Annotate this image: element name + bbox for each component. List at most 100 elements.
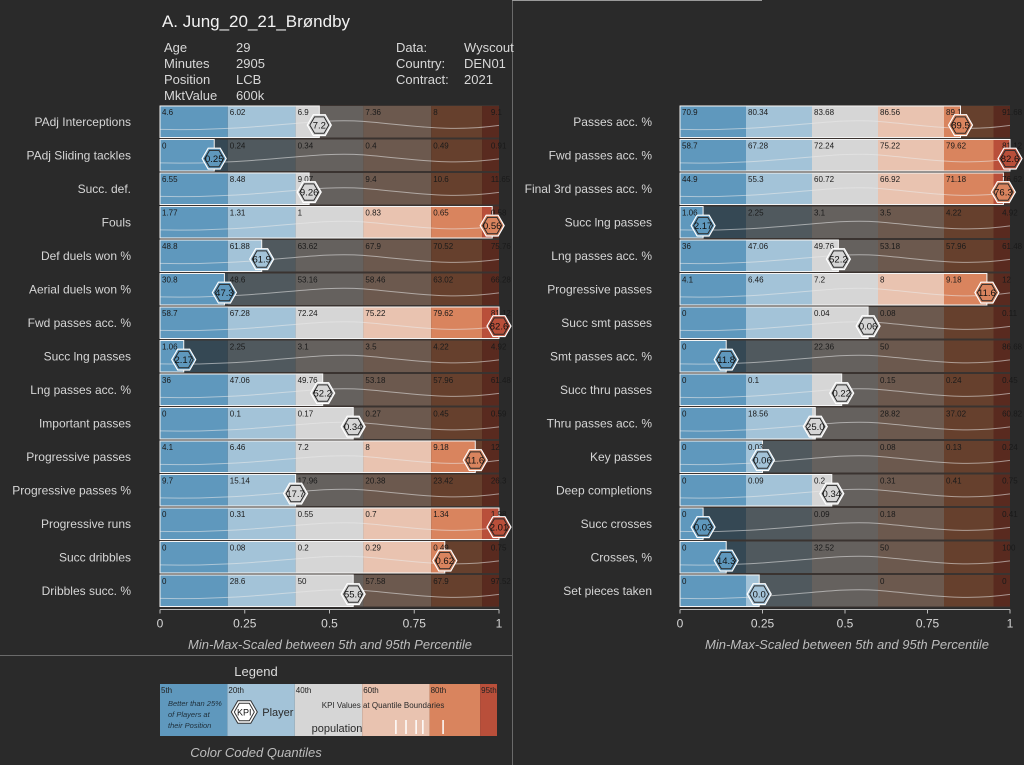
kpi-label: Lng passes acc. %	[551, 249, 652, 263]
population-curve	[159, 220, 500, 231]
legend-quantile-swatch	[160, 684, 228, 736]
player-value-label: 89.5	[951, 121, 970, 132]
quantile-segment	[944, 173, 994, 205]
population-curve	[159, 254, 500, 265]
boundary-label: 2.25	[230, 343, 246, 352]
boundary-label: 63.02	[433, 276, 454, 285]
boundary-label: 0	[682, 577, 687, 586]
player-value-label: 0.25	[205, 154, 224, 165]
boundary-label: 0	[682, 376, 687, 385]
x-tick-label: 0.5	[321, 617, 338, 631]
quantile-segment	[160, 541, 228, 573]
kpi-row: 0 0 0 0.0	[679, 574, 1011, 607]
kpi-label: Succ crosses	[581, 517, 652, 531]
boundary-label: 1.34	[433, 510, 449, 519]
boundary-label: 70.9	[682, 108, 698, 117]
quantile-segment	[680, 273, 746, 305]
quantile-segment	[680, 240, 746, 272]
player-value-label: 2.17	[694, 221, 713, 232]
boundary-label: 0.27	[365, 410, 381, 419]
boundary-label: 57.96	[946, 242, 967, 251]
boundary-label: 0.09	[814, 510, 830, 519]
boundary-label: 1.98	[491, 510, 507, 519]
boundary-label: 9.4	[365, 175, 377, 184]
player-info-left: Age 29 Minutes 2905 Position LCB MktValue 60…	[164, 40, 265, 104]
boundary-label: 7.2	[814, 276, 826, 285]
boundary-label: 0	[162, 142, 167, 151]
boundary-label: 0.41	[946, 477, 962, 486]
legend-percentile-label: 5th	[161, 686, 172, 695]
player-value-hexagon-inner	[749, 585, 770, 603]
quantile-segment	[680, 106, 746, 138]
kpi-label: Def duels won %	[41, 249, 131, 263]
boundary-label: 97.52	[491, 577, 512, 586]
player-value-label: 17.7	[286, 489, 305, 500]
info-row-contract: Contract: 2021	[396, 72, 493, 87]
boundary-label: 57.96	[433, 376, 454, 385]
kpi-label: Fwd passes acc. %	[28, 316, 132, 330]
kpi-row: 6.55 8.48 9.07 9.4 10.6 11.65 9.26	[159, 172, 511, 205]
quantile-segment	[363, 508, 432, 540]
boundary-label: 67.28	[748, 142, 769, 151]
boundary-label: 9.7	[162, 477, 174, 486]
player-value-label: 55.6	[344, 590, 363, 601]
player-value-hexagon-inner	[488, 518, 510, 536]
player-value-label: 76.3	[994, 188, 1013, 199]
quantile-segment	[680, 374, 746, 406]
beyond-player-shade	[183, 340, 500, 372]
boundary-label: 6.55	[162, 175, 178, 184]
kpi-row: 0 0.08 0.2 0.29 0.49 0.75 0.62	[159, 541, 507, 574]
population-curve	[159, 354, 500, 365]
quantile-segment	[944, 139, 994, 171]
boundary-label: 0.91	[491, 142, 507, 151]
boundary-label: 1.31	[230, 209, 246, 218]
x-tick-label: 0	[157, 617, 164, 631]
kpi-row: 0 0.09 0.18 0.41 0.03	[679, 507, 1018, 540]
boundary-label: 6.46	[230, 443, 246, 452]
boundary-label: 75.76	[491, 242, 512, 251]
boundary-label: 32.52	[814, 544, 835, 553]
kpi-label: Succ lng passes	[44, 349, 131, 363]
boundary-label: 50	[880, 544, 889, 553]
boundary-label: 8	[433, 108, 438, 117]
boundary-label: 3.5	[365, 343, 377, 352]
beyond-player-shade	[841, 374, 1010, 406]
boundary-label: 67.28	[230, 309, 251, 318]
population-curve	[679, 388, 1011, 399]
quantile-segment	[878, 106, 944, 138]
legend-color-scale: 5th 20th 40th 60th 80th 95th Better than 25% of…	[160, 684, 497, 736]
boundary-label: 49.76	[298, 376, 319, 385]
quantile-segment	[160, 374, 228, 406]
boundary-label: 0.55	[298, 510, 314, 519]
boundary-label: 37.02	[946, 410, 967, 419]
boundary-label: 0.49	[433, 544, 449, 553]
boundary-label: 100	[1002, 544, 1016, 553]
population-curve	[679, 153, 1011, 164]
boundary-label: 0.7	[365, 510, 377, 519]
kpi-label: Smt passes acc. %	[550, 349, 652, 363]
boundary-label: 0	[162, 544, 167, 553]
boundary-label: 58.7	[162, 309, 178, 318]
legend-caption: Color Coded Quantiles	[190, 745, 322, 760]
x-tick-label: 1	[496, 617, 503, 631]
kpi-label: Succ lng passes	[565, 215, 652, 229]
player-value-hexagon-inner	[482, 216, 503, 235]
beyond-player-shade	[838, 240, 1010, 272]
boundary-label: 0.17	[298, 410, 314, 419]
boundary-label: 0.49	[433, 142, 449, 151]
boundary-label: 49.76	[814, 242, 835, 251]
kpi-label: PAdj Interceptions	[35, 115, 132, 129]
boundary-label: 12	[491, 443, 500, 452]
quantile-segment	[746, 474, 812, 506]
quantile-segment	[431, 307, 483, 339]
quantile-segment	[812, 106, 878, 138]
boundary-label: 72.24	[814, 142, 835, 151]
legend-player-label: Player	[262, 707, 294, 719]
quantile-segment	[160, 206, 228, 238]
boundary-label: 0.24	[946, 376, 962, 385]
boundary-label: 0.08	[230, 544, 246, 553]
beyond-player-shade	[261, 240, 499, 272]
kpi-label: Dribbles succ. %	[42, 584, 132, 598]
boundary-label: 0	[682, 309, 687, 318]
boundary-label: 30.8	[162, 276, 178, 285]
